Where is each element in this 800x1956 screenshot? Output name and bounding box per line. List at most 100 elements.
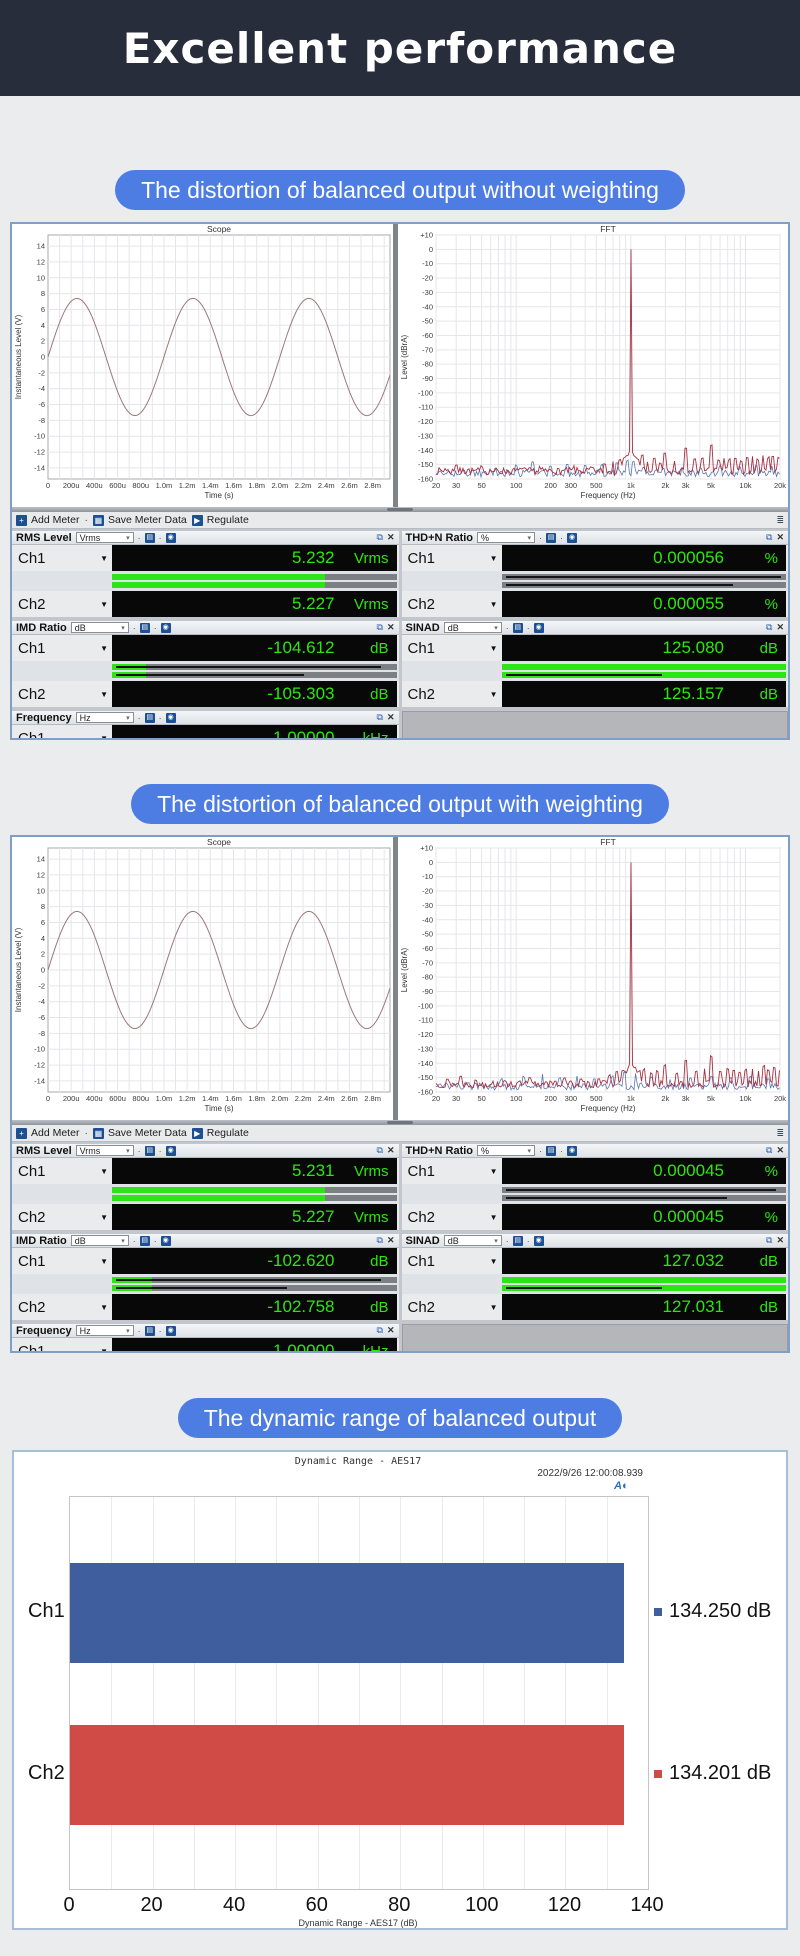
- meter-unit-dropdown[interactable]: dB ▾: [70, 622, 129, 633]
- regulate-button[interactable]: ▶ Regulate: [191, 514, 249, 526]
- add-meter-button[interactable]: + Add Meter: [16, 514, 79, 526]
- meter-unit-dropdown[interactable]: Vrms ▾: [75, 532, 134, 543]
- meter-settings-icon[interactable]: ▤: [546, 532, 557, 543]
- close-icon[interactable]: ✕: [386, 532, 395, 542]
- meter-unit-dropdown[interactable]: Hz ▾: [75, 1325, 134, 1336]
- popout-icon[interactable]: ⧉: [376, 1235, 383, 1245]
- svg-text:2.2m: 2.2m: [295, 481, 312, 490]
- chevron-down-icon: ▼: [100, 733, 108, 740]
- channel-selector[interactable]: Ch1 ▼: [12, 1158, 112, 1184]
- toolbar-overflow-icon[interactable]: ≣: [776, 514, 784, 525]
- separator-dot: ·: [153, 1235, 157, 1246]
- channel-selector[interactable]: Ch2 ▼: [12, 681, 112, 707]
- meter-unit-dropdown[interactable]: dB ▾: [443, 622, 502, 633]
- meter-settings-icon[interactable]: ▤: [139, 622, 150, 633]
- horizontal-splitter[interactable]: [12, 1120, 788, 1125]
- close-icon[interactable]: ✕: [386, 1235, 395, 1245]
- meter-settings-icon[interactable]: ▤: [512, 1235, 523, 1246]
- channel-selector[interactable]: Ch2 ▼: [402, 681, 502, 707]
- popout-icon[interactable]: ⧉: [766, 532, 773, 542]
- meter-unit-dropdown[interactable]: Vrms ▾: [75, 1145, 134, 1156]
- scope-panel: 14 12 10 8 6 4 2 0 -2 -4 -6 -8 -10 -12 -14 0 200u 400u 600…: [12, 837, 393, 1120]
- meter-target-icon[interactable]: ◉: [567, 1145, 578, 1156]
- channel-selector[interactable]: Ch1 ▼: [12, 545, 112, 571]
- channel-selector[interactable]: Ch1 ▼: [12, 725, 112, 740]
- meter-target-icon[interactable]: ◉: [165, 712, 176, 723]
- meter-target-icon[interactable]: ◉: [165, 1145, 176, 1156]
- channel-selector[interactable]: Ch1 ▼: [402, 635, 502, 661]
- channel-label: Ch2: [18, 595, 46, 613]
- meter-settings-icon[interactable]: ▤: [144, 712, 155, 723]
- channel-selector[interactable]: Ch1 ▼: [402, 1248, 502, 1274]
- meter-target-icon[interactable]: ◉: [160, 1235, 171, 1246]
- popout-icon[interactable]: ⧉: [766, 1235, 773, 1245]
- popout-icon[interactable]: ⧉: [376, 532, 383, 542]
- meters-left-column: RMS Level Vrms ▾ · ▤ · ◉ ⧉ ✕ Ch1 ▼ 5.231 Vrms Ch2 ▼ 5.2…: [12, 1144, 399, 1353]
- meter-settings-icon[interactable]: ▤: [512, 622, 523, 633]
- popout-icon[interactable]: ⧉: [376, 1145, 383, 1155]
- meter-settings-icon[interactable]: ▤: [144, 1145, 155, 1156]
- svg-text:10: 10: [37, 273, 45, 282]
- meter-unit-dropdown[interactable]: % ▾: [477, 532, 536, 543]
- close-icon[interactable]: ✕: [386, 622, 395, 632]
- channel-selector[interactable]: Ch2 ▼: [402, 591, 502, 617]
- horizontal-splitter[interactable]: [12, 507, 788, 512]
- svg-text:6: 6: [41, 918, 45, 927]
- add-meter-button[interactable]: + Add Meter: [16, 1127, 79, 1139]
- close-icon[interactable]: ✕: [386, 1325, 395, 1335]
- close-icon[interactable]: ✕: [386, 1145, 395, 1155]
- level-bar-ch1: [501, 1187, 786, 1193]
- meter-unit-dropdown[interactable]: % ▾: [477, 1145, 536, 1156]
- chevron-down-icon: ▼: [489, 1212, 498, 1222]
- channel-selector[interactable]: Ch1 ▼: [12, 1248, 112, 1274]
- popout-icon[interactable]: ⧉: [766, 1145, 773, 1155]
- channel-selector[interactable]: Ch1 ▼: [12, 1338, 112, 1353]
- popout-icon[interactable]: ⧉: [376, 712, 383, 722]
- svg-text:3k: 3k: [682, 1094, 690, 1103]
- meter-target-icon[interactable]: ◉: [165, 1325, 176, 1336]
- toolbar-overflow-icon[interactable]: ≣: [776, 1127, 784, 1138]
- meter-target-icon[interactable]: ◉: [533, 622, 544, 633]
- channel-selector[interactable]: Ch1 ▼: [12, 635, 112, 661]
- channel-selector[interactable]: Ch2 ▼: [402, 1204, 502, 1230]
- level-bar-green-fill: [501, 1277, 786, 1283]
- channel-label: Ch1: [18, 1342, 46, 1353]
- meter-unit-dropdown[interactable]: dB ▾: [443, 1235, 502, 1246]
- regulate-label: Regulate: [206, 514, 249, 526]
- meter-panel-frequency: Frequency Hz ▾ · ▤ · ◉ ⧉ ✕ Ch1 ▼ 1.00000 kHz: [12, 1324, 399, 1353]
- save-meter-data-button[interactable]: ▦ Save Meter Data: [92, 514, 187, 526]
- meter-header: THD+N Ratio% ▾ · ▤ · ◉ ⧉ ✕: [401, 1144, 788, 1158]
- popout-icon[interactable]: ⧉: [766, 622, 773, 632]
- popout-icon[interactable]: ⧉: [376, 622, 383, 632]
- meter-target-icon[interactable]: ◉: [160, 622, 171, 633]
- channel-selector[interactable]: Ch1 ▼: [402, 1158, 502, 1184]
- close-icon[interactable]: ✕: [386, 712, 395, 722]
- svg-text:-80: -80: [422, 360, 433, 369]
- channel-selector[interactable]: Ch2 ▼: [402, 1294, 502, 1320]
- channel-selector[interactable]: Ch2 ▼: [12, 591, 112, 617]
- meter-settings-icon[interactable]: ▤: [144, 532, 155, 543]
- popout-icon[interactable]: ⧉: [376, 1325, 383, 1335]
- channel-selector[interactable]: Ch2 ▼: [12, 1204, 112, 1230]
- regulate-button[interactable]: ▶ Regulate: [191, 1127, 249, 1139]
- close-icon[interactable]: ✕: [776, 622, 784, 632]
- meter-unit-dropdown[interactable]: dB ▾: [70, 1235, 129, 1246]
- channel-selector[interactable]: Ch2 ▼: [12, 1294, 112, 1320]
- meter-settings-icon[interactable]: ▤: [546, 1145, 557, 1156]
- close-icon[interactable]: ✕: [776, 1145, 784, 1155]
- save-meter-data-button[interactable]: ▦ Save Meter Data: [92, 1127, 187, 1139]
- x-tick-label: 100: [465, 1894, 499, 1916]
- svg-text:1.8m: 1.8m: [248, 481, 265, 490]
- meter-unit-dropdown[interactable]: Hz ▾: [75, 712, 134, 723]
- channel-selector[interactable]: Ch1 ▼: [402, 545, 502, 571]
- meter-target-icon[interactable]: ◉: [533, 1235, 544, 1246]
- meter-name: THD+N Ratio: [405, 531, 474, 544]
- meter-settings-icon[interactable]: ▤: [139, 1235, 150, 1246]
- close-icon[interactable]: ✕: [776, 532, 784, 542]
- meter-target-icon[interactable]: ◉: [165, 532, 176, 543]
- meter-target-icon[interactable]: ◉: [567, 532, 578, 543]
- close-icon[interactable]: ✕: [776, 1235, 784, 1245]
- chart-gridline: [235, 1497, 237, 1889]
- meter-display: -102.620 dB: [112, 1248, 397, 1274]
- meter-settings-icon[interactable]: ▤: [144, 1325, 155, 1336]
